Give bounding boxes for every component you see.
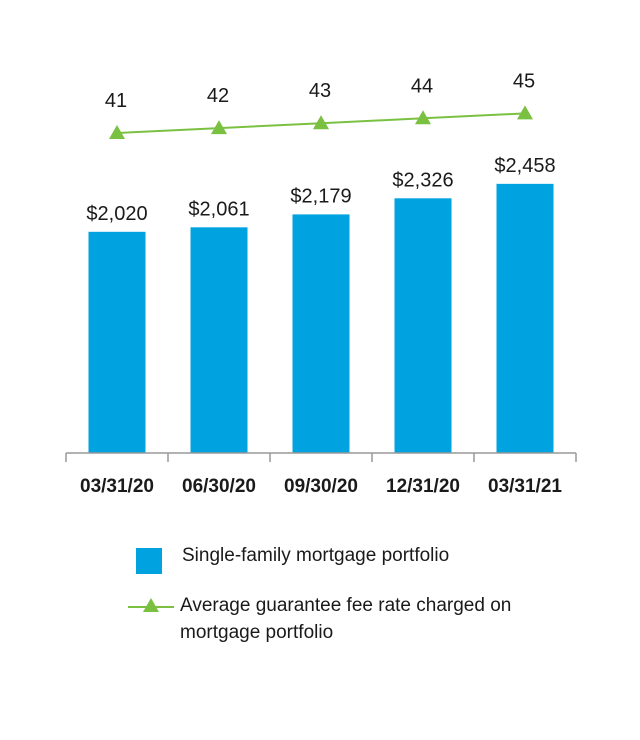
rate-marker [517, 105, 533, 120]
bar [496, 183, 554, 453]
legend-bar-label: Single-family mortgage portfolio [182, 545, 450, 566]
rate-value-label: 42 [207, 85, 229, 107]
bar [292, 214, 350, 453]
rate-marker [211, 120, 227, 135]
legend-line-label: Average guarantee fee rate charged on mo… [180, 595, 512, 643]
rate-marker [109, 125, 125, 139]
rate-value-label: 41 [105, 90, 127, 112]
category-label: 12/31/20 [386, 476, 460, 497]
bar-value-label: $2,020 [86, 203, 147, 225]
x-axis-ticks [65, 453, 577, 462]
bar-value-label: $2,179 [290, 185, 351, 207]
legend-item-bar: Single-family mortgage portfolio [136, 542, 616, 574]
category-labels: 03/31/20 06/30/20 09/30/20 12/31/20 03/31/21 [80, 476, 562, 497]
rate-value-label: 45 [513, 70, 535, 92]
category-label: 09/30/20 [284, 476, 358, 497]
rate-marker [415, 110, 431, 125]
category-label: 03/31/20 [80, 476, 154, 497]
rate-value-label: 43 [309, 80, 331, 102]
legend-item-line: Average guarantee fee rate charged on mo… [128, 592, 616, 646]
bar-value-label: $2,458 [494, 155, 555, 177]
legend-bar-swatch [136, 548, 162, 574]
rate-value-labels: 41 42 43 44 45 [105, 70, 535, 112]
category-label: 06/30/20 [182, 476, 256, 497]
bar [394, 198, 452, 453]
legend: Single-family mortgage portfolio Average… [128, 542, 616, 664]
bar-value-label: $2,326 [392, 169, 453, 191]
legend-line-marker [128, 598, 174, 612]
category-label: 03/31/21 [488, 476, 562, 497]
rate-marker [313, 115, 329, 130]
bar [88, 231, 146, 453]
bar-series [88, 183, 554, 453]
bar-value-label: $2,061 [188, 198, 249, 220]
bar [190, 227, 248, 453]
rate-value-label: 44 [411, 75, 433, 97]
rate-markers [109, 105, 533, 139]
bar-value-labels: $2,020 $2,061 $2,179 $2,326 $2,458 [86, 155, 555, 225]
